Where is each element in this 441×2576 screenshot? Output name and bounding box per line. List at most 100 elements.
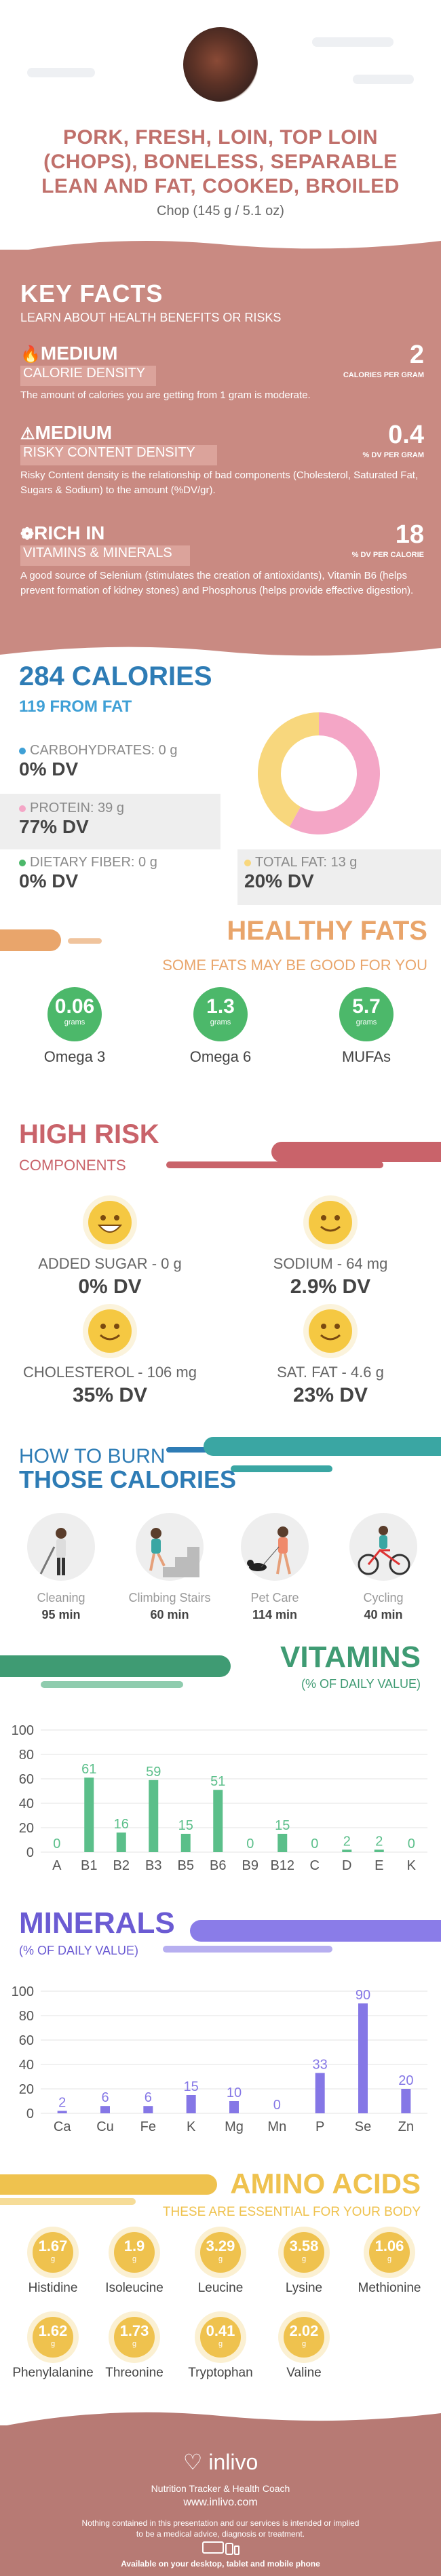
- x-tick-label: B12: [270, 1858, 294, 1873]
- bar: [143, 2106, 153, 2113]
- x-tick-label: Ca: [54, 2119, 71, 2134]
- x-tick-label: Cu: [96, 2119, 114, 2134]
- x-tick-label: Mg: [225, 2119, 244, 2134]
- fat-highlight: [237, 849, 441, 905]
- healthy-fats-title: HEALTHY FATS: [227, 916, 427, 946]
- nutrient-protein: PROTEIN: 39 g 77% DV: [19, 801, 124, 838]
- bar-value-label: 10: [227, 2085, 242, 2100]
- bar: [401, 2089, 411, 2113]
- smile-smiley-icon: [309, 1201, 352, 1244]
- decor-stripe: [0, 2198, 136, 2205]
- isoleucine-badge: 1.9 g: [114, 2232, 155, 2273]
- amino-unit: g: [387, 2255, 392, 2263]
- amino-value: 3.29: [206, 2237, 235, 2254]
- footer-wave: [0, 2412, 441, 2427]
- fat-dot-icon: [244, 859, 251, 866]
- bar: [277, 1834, 288, 1852]
- smile-smiley-icon: [88, 1309, 132, 1353]
- amino-name: Valine: [286, 2366, 322, 2380]
- bar-value-label: 16: [114, 1817, 129, 1832]
- x-tick-label: B1: [81, 1858, 97, 1873]
- risk-dv: 23% DV: [292, 1384, 368, 1406]
- vitamins-bar-chart: 0204060801000A61B116B259B315B551B60B915B…: [12, 1723, 427, 1873]
- x-tick-label: B9: [242, 1858, 258, 1873]
- amino-unit: g: [50, 2255, 56, 2263]
- x-tick-label: B3: [145, 1858, 161, 1873]
- amino-name: Lysine: [285, 2281, 323, 2295]
- available-platforms: Available on your desktop, tablet and mo…: [121, 2559, 320, 2569]
- fact-description: A good source of Selenium (stimulates th…: [20, 570, 414, 596]
- bar: [374, 1849, 384, 1852]
- amino-name: Histidine: [28, 2281, 78, 2295]
- x-tick-label: D: [342, 1858, 351, 1873]
- vitamins-subtitle: (% OF DAILY VALUE): [301, 1677, 421, 1691]
- amino-name: Leucine: [197, 2281, 244, 2295]
- fact-vitamins-minerals: ❁RICH IN VITAMINS & MINERALS: [20, 522, 190, 566]
- x-tick-label: B6: [210, 1858, 226, 1873]
- brand-name: inlivo: [208, 2450, 258, 2474]
- y-tick-label: 80: [19, 2009, 34, 2024]
- x-tick-label: A: [52, 1858, 62, 1873]
- fact-level: MEDIUM: [35, 422, 113, 443]
- high-risk-subtitle: COMPONENTS: [19, 1157, 126, 1174]
- bar-value-label: 90: [356, 1988, 370, 2003]
- food-photo: [183, 27, 258, 102]
- valine-badge: 2.02 g: [284, 2317, 324, 2358]
- fat-value: 5.7: [352, 995, 381, 1018]
- brand-tagline: Nutrition Tracker & Health Coach: [151, 2483, 290, 2494]
- amino-name: Methionine: [358, 2281, 421, 2295]
- bar-value-label: 20: [398, 2073, 413, 2088]
- smile-smiley-icon: [309, 1309, 352, 1353]
- amino-value: 1.06: [375, 2237, 404, 2254]
- y-tick-label: 40: [19, 1796, 34, 1811]
- burn-title-line1: HOW TO BURN: [19, 1445, 166, 1467]
- brand-url[interactable]: www.inlivo.com: [183, 2497, 258, 2508]
- bar-value-label: 0: [311, 1837, 318, 1851]
- amino-title: AMINO ACIDS: [230, 2168, 421, 2199]
- fat-name: Omega 3: [43, 1048, 106, 1065]
- bar-value-label: 15: [184, 2079, 199, 2094]
- decor-stripe: [68, 938, 102, 944]
- y-tick-label: 60: [19, 2033, 34, 2048]
- high-risk-title: HIGH RISK: [19, 1119, 159, 1149]
- nutrient-label: CARBOHYDRATES: 0 g: [30, 743, 178, 758]
- cycling-icon: [349, 1513, 417, 1581]
- fact-level: MEDIUM: [40, 343, 118, 364]
- brand-logo[interactable]: ♡ inlivo: [0, 2449, 441, 2475]
- x-tick-label: Zn: [398, 2119, 414, 2134]
- fat-name: Omega 6: [189, 1048, 252, 1065]
- amino-value: 1.62: [38, 2322, 68, 2339]
- leucine-badge: 3.29 g: [200, 2232, 241, 2273]
- activity-name: Climbing Stairs: [128, 1591, 211, 1604]
- fact-description: The amount of calories you are getting f…: [20, 389, 311, 401]
- decor-stripe: [41, 1681, 183, 1688]
- amino-value: 0.41: [206, 2322, 235, 2339]
- fact-value: 0.4: [388, 421, 424, 449]
- protein-highlight: [0, 794, 220, 849]
- bar: [180, 1834, 191, 1852]
- heart-icon: ♡: [183, 2450, 209, 2474]
- flame-icon: 🔥: [20, 345, 41, 364]
- fact-calorie-density: 🔥MEDIUM CALORIE DENSITY: [20, 343, 156, 386]
- bar-value-label: 51: [210, 1774, 225, 1789]
- decor-cloud: [353, 75, 414, 84]
- grin-smiley-icon: [88, 1201, 132, 1244]
- decor-cloud: [312, 37, 394, 47]
- x-tick-label: C: [310, 1858, 320, 1873]
- calories-from-fat: 119 FROM FAT: [19, 697, 132, 716]
- bar-value-label: 0: [246, 1837, 254, 1851]
- fact-unit: CALORIES PER GRAM: [343, 371, 424, 379]
- mufa-badge: 5.7 grams: [339, 987, 394, 1041]
- bar: [229, 2101, 239, 2113]
- bar: [358, 2003, 368, 2113]
- nutrient-label: PROTEIN: 39 g: [30, 801, 124, 815]
- devices-icon: [200, 2541, 241, 2556]
- nutrient-label: TOTAL FAT: 13 g: [255, 855, 358, 870]
- bar-value-label: 59: [146, 1765, 161, 1780]
- minerals-bar-chart: 0 20 40 60 80 100 2 Ca 6 Cu 6 Fe 15 K 10 Mg 0 Mn 33 P 90 Se 20…: [12, 1984, 427, 2134]
- page-title: PORK, FRESH, LOIN, TOP LOIN (CHOPS), BON…: [41, 126, 400, 197]
- disclaimer-line1: Nothing contained in this presentation a…: [81, 2518, 360, 2528]
- y-tick-label: 100: [12, 1984, 34, 1999]
- nutrient-dv: 77% DV: [19, 816, 89, 837]
- x-tick-label: K: [407, 1858, 417, 1873]
